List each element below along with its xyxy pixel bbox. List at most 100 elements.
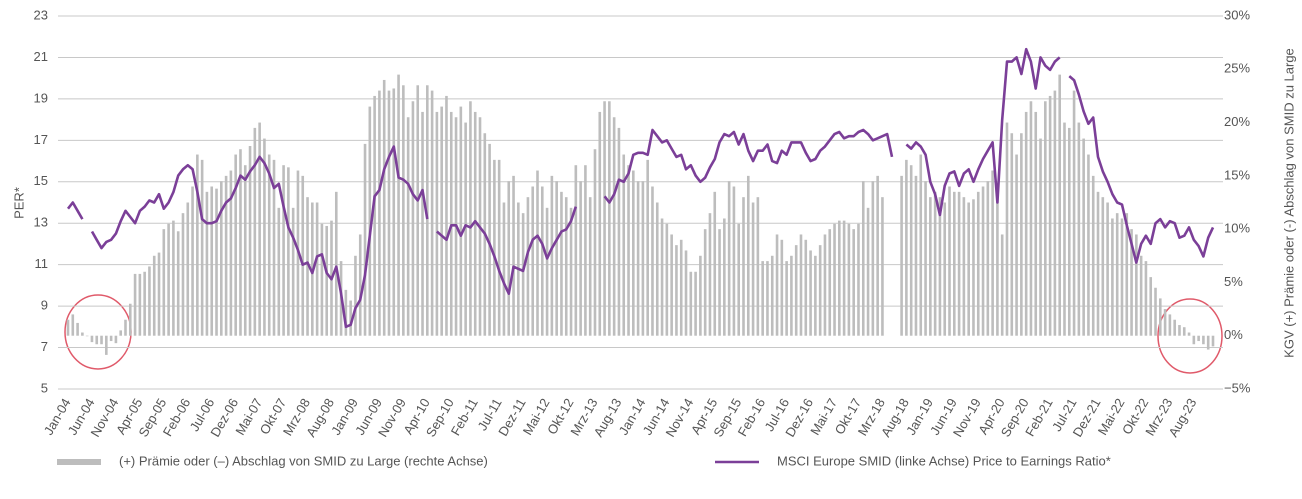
bar bbox=[929, 197, 932, 336]
bar bbox=[301, 175, 305, 336]
bar bbox=[1020, 133, 1023, 336]
bar bbox=[737, 223, 741, 336]
bar bbox=[948, 186, 951, 336]
bar bbox=[957, 191, 961, 336]
bar bbox=[109, 335, 113, 342]
bar bbox=[1182, 327, 1186, 336]
bar bbox=[689, 271, 693, 336]
bar bbox=[751, 202, 755, 336]
bar bbox=[1125, 213, 1129, 336]
bar bbox=[775, 234, 779, 336]
bar bbox=[272, 159, 276, 336]
bar bbox=[287, 167, 290, 336]
bar bbox=[713, 191, 717, 336]
bar bbox=[430, 90, 434, 336]
bar bbox=[85, 335, 89, 337]
bar bbox=[248, 146, 252, 336]
bar bbox=[780, 239, 784, 336]
y-tick-label: 9 bbox=[41, 298, 48, 313]
bar bbox=[857, 223, 860, 336]
bar bbox=[1106, 202, 1109, 336]
bar bbox=[426, 85, 429, 336]
bar bbox=[900, 175, 903, 336]
bar bbox=[416, 85, 420, 336]
bar bbox=[1206, 335, 1210, 350]
bar bbox=[172, 220, 175, 336]
bar bbox=[387, 90, 391, 336]
y2-tick-label: 15% bbox=[1224, 167, 1250, 182]
bar bbox=[670, 234, 673, 336]
bar bbox=[363, 143, 367, 336]
bar bbox=[1149, 277, 1153, 336]
bar bbox=[1000, 234, 1004, 336]
bar bbox=[986, 181, 990, 336]
bar bbox=[152, 255, 156, 336]
y2-tick-label: 25% bbox=[1224, 61, 1250, 76]
bar bbox=[536, 170, 539, 336]
bar bbox=[1015, 154, 1018, 336]
bar bbox=[143, 271, 146, 336]
bar bbox=[1024, 111, 1028, 336]
bar bbox=[584, 165, 587, 336]
bar bbox=[95, 335, 99, 345]
line bbox=[66, 47, 1215, 329]
bar bbox=[531, 186, 535, 336]
bar bbox=[981, 186, 985, 336]
bar bbox=[655, 202, 659, 336]
bar bbox=[574, 165, 578, 336]
bar bbox=[100, 335, 103, 345]
bar bbox=[727, 181, 731, 336]
bar bbox=[833, 223, 836, 336]
bar bbox=[497, 159, 501, 336]
bar bbox=[632, 170, 635, 336]
bar bbox=[1192, 335, 1196, 345]
bar bbox=[770, 255, 774, 336]
bar bbox=[507, 181, 511, 336]
bar bbox=[550, 175, 554, 336]
bar bbox=[258, 122, 261, 336]
y2-tick-label: −5% bbox=[1224, 380, 1251, 395]
bar bbox=[660, 218, 664, 336]
bar bbox=[397, 74, 400, 336]
bar bbox=[603, 101, 606, 336]
bar bbox=[1154, 287, 1157, 336]
bar bbox=[814, 255, 817, 336]
bar bbox=[162, 229, 166, 336]
bar bbox=[291, 207, 295, 336]
bar bbox=[718, 229, 721, 336]
bar bbox=[148, 266, 151, 336]
bar bbox=[243, 165, 247, 336]
bar bbox=[277, 207, 281, 336]
bar bbox=[358, 234, 362, 336]
bar bbox=[933, 191, 937, 336]
bar bbox=[1010, 133, 1014, 336]
bar bbox=[1053, 90, 1057, 336]
bar bbox=[564, 197, 568, 336]
bar bbox=[766, 261, 769, 336]
bar bbox=[205, 191, 209, 336]
bar bbox=[382, 79, 386, 336]
y-tick-label: 23 bbox=[34, 7, 48, 22]
y-tick-label: 13 bbox=[34, 215, 48, 230]
bar bbox=[1120, 218, 1124, 336]
bar bbox=[962, 197, 966, 336]
bar bbox=[1096, 191, 1100, 336]
bar bbox=[124, 319, 127, 336]
bar bbox=[502, 202, 506, 336]
bar bbox=[694, 271, 697, 336]
bar bbox=[229, 170, 233, 336]
bar bbox=[723, 218, 726, 336]
bar bbox=[732, 186, 736, 336]
bar bbox=[186, 202, 190, 336]
bar bbox=[1144, 261, 1148, 336]
bar bbox=[1173, 319, 1176, 336]
bar bbox=[665, 223, 669, 336]
bar bbox=[1077, 122, 1081, 336]
bar bbox=[114, 335, 118, 344]
bar bbox=[540, 186, 544, 336]
bar bbox=[919, 154, 923, 336]
bar bbox=[1058, 74, 1061, 336]
bar bbox=[1048, 95, 1052, 336]
bar bbox=[914, 175, 918, 336]
bar bbox=[392, 88, 396, 336]
